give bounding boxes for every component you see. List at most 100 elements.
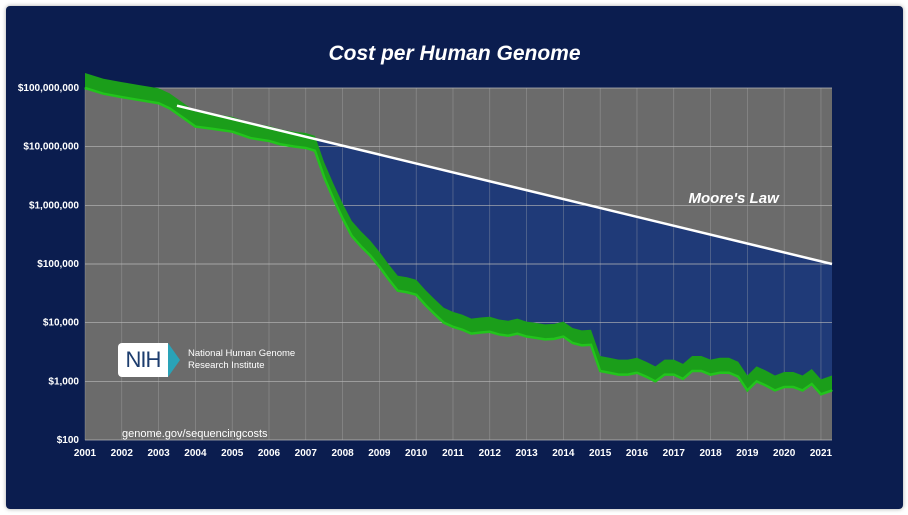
chart-title: Cost per Human Genome	[328, 42, 581, 65]
nih-org-line-1: National Human Genome	[188, 348, 296, 359]
cost-point	[121, 96, 123, 98]
cost-point	[553, 338, 555, 340]
moore-gap-area	[184, 107, 832, 388]
cost-point	[332, 198, 334, 200]
cost-point	[157, 102, 160, 104]
x-tick-label: 2009	[368, 448, 391, 459]
x-tick-label: 2018	[699, 448, 722, 459]
cost-point	[169, 107, 171, 109]
cost-point	[581, 344, 583, 346]
y-tick-label: $10,000	[43, 318, 80, 329]
y-tick-label: $1,000,000	[29, 200, 79, 211]
nih-chevron-icon	[168, 343, 180, 377]
nih-org-line-2: Research Institute	[188, 360, 265, 371]
cost-point	[279, 143, 281, 145]
cost-point	[268, 140, 270, 142]
cost-point	[673, 374, 675, 376]
slide-frame: Cost per Human Genome Moore's Law $100,00…	[6, 6, 903, 509]
cost-point	[525, 335, 528, 338]
x-tick-label: 2007	[295, 448, 318, 459]
cost-point	[498, 333, 500, 336]
x-tick-label: 2003	[147, 448, 170, 459]
x-tick-label: 2017	[663, 448, 686, 459]
cost-point	[663, 374, 666, 376]
cost-point	[801, 389, 804, 392]
cost-point	[387, 278, 390, 280]
cost-point	[636, 372, 638, 374]
cost-series-line	[84, 86, 833, 396]
cost-point	[755, 380, 758, 382]
cost-point	[341, 217, 344, 219]
cost-point	[323, 176, 325, 178]
cost-point	[470, 333, 472, 335]
x-tick-label: 2021	[810, 448, 833, 459]
y-tick-label: $100,000	[37, 259, 79, 270]
cost-point	[783, 386, 785, 388]
cost-point	[645, 376, 647, 378]
cost-point	[682, 378, 684, 380]
x-tick-label: 2008	[331, 448, 354, 459]
cost-point	[831, 389, 833, 392]
nih-logo: NIH	[118, 343, 168, 377]
cost-point	[562, 335, 564, 338]
cost-point	[489, 331, 491, 333]
cost-point	[433, 313, 436, 315]
cost-point	[765, 384, 767, 387]
x-tick-label: 2006	[258, 448, 281, 459]
x-tick-label: 2001	[74, 448, 97, 459]
cost-point	[590, 344, 592, 346]
cost-point	[360, 245, 362, 247]
cost-point	[452, 326, 454, 328]
cost-point	[406, 291, 408, 293]
x-tick-label: 2012	[479, 448, 502, 459]
x-tick-label: 2020	[773, 448, 796, 459]
y-tick-label: $1,000	[48, 376, 79, 387]
cost-point	[811, 383, 813, 385]
cost-point	[314, 150, 316, 152]
cost-point	[571, 342, 574, 344]
cost-point	[507, 335, 509, 337]
cost-point	[737, 376, 739, 378]
nih-branding: NIH National Human Genome Research Insti…	[118, 343, 295, 377]
cost-point	[719, 372, 721, 374]
cost-point	[369, 254, 371, 257]
nih-org-name: National Human Genome Research Institute	[188, 348, 295, 372]
x-tick-label: 2019	[736, 448, 759, 459]
cost-point	[183, 118, 185, 120]
cost-point	[700, 370, 702, 372]
cost-point	[84, 87, 86, 89]
cost-point	[535, 337, 537, 339]
cost-point	[516, 333, 518, 335]
x-tick-label: 2004	[184, 448, 207, 459]
cost-point	[709, 374, 712, 376]
x-tick-label: 2005	[221, 448, 244, 459]
cost-point	[294, 146, 296, 148]
cost-point	[351, 235, 353, 237]
cost-point	[746, 389, 748, 392]
cost-point	[443, 322, 445, 324]
y-tick-label: $100,000,000	[18, 83, 80, 94]
cost-point	[305, 147, 307, 149]
moore-law-line	[176, 104, 833, 266]
cost-point	[728, 372, 730, 374]
cost-point	[479, 331, 482, 334]
cost-point	[397, 290, 399, 292]
cost-point	[774, 389, 776, 392]
cost-point	[820, 393, 822, 395]
x-tick-label: 2002	[111, 448, 134, 459]
x-tick-label: 2016	[626, 448, 649, 459]
cost-point	[213, 128, 215, 130]
cost-point	[617, 374, 620, 376]
cost-point	[378, 266, 380, 268]
cost-point	[792, 386, 794, 388]
source-url: genome.gov/sequencingcosts	[122, 428, 268, 440]
moore-law-label: Moore's Law	[688, 190, 780, 207]
cost-point	[599, 370, 601, 372]
cost-point	[231, 131, 233, 133]
x-tick-label: 2014	[552, 448, 575, 459]
x-tick-label: 2010	[405, 448, 428, 459]
cost-point	[249, 137, 252, 139]
x-tick-label: 2011	[442, 448, 464, 459]
cost-point	[627, 374, 629, 376]
cost-point	[608, 372, 610, 374]
